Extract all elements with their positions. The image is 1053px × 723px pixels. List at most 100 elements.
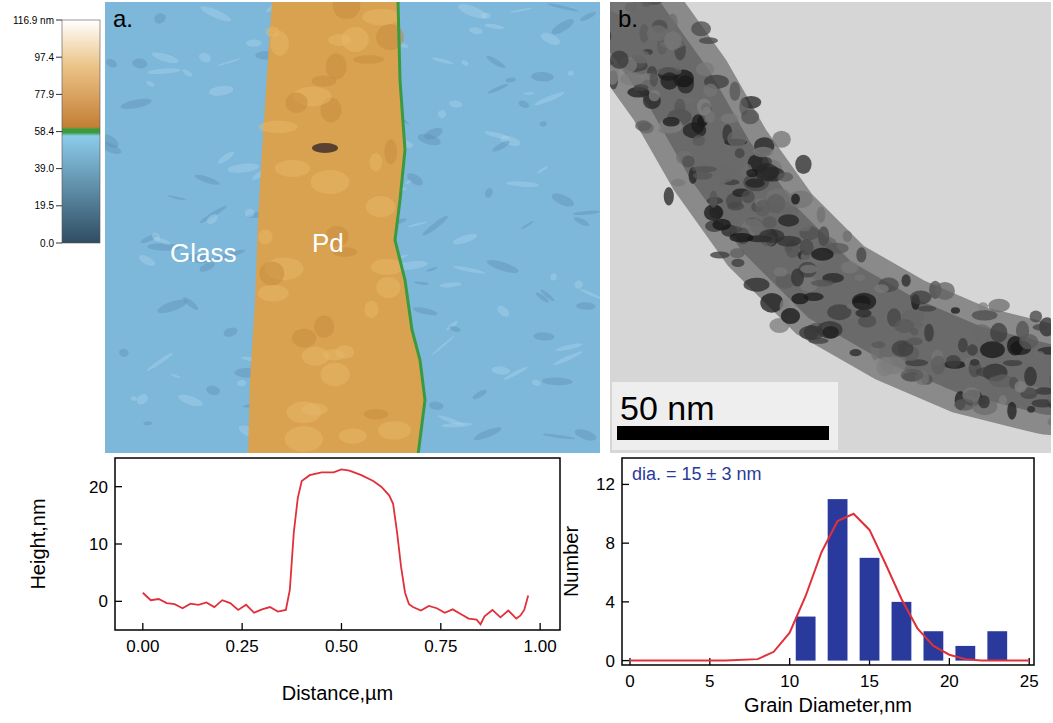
afm-texture	[539, 288, 555, 302]
tem-grain	[871, 341, 885, 348]
colorbar-label: 19.5	[35, 200, 55, 211]
afm-texture	[542, 433, 575, 440]
plot-frame	[115, 458, 560, 630]
afm-texture	[146, 351, 174, 372]
colorbar-label: 39.0	[35, 163, 55, 174]
afm-texture	[542, 377, 573, 386]
y-axis-title: Number	[560, 526, 582, 597]
afm-texture	[437, 109, 448, 120]
tem-band	[630, 20, 1050, 380]
hist-bar	[796, 617, 816, 661]
afm-pd-texture	[328, 34, 351, 46]
afm-texture	[486, 257, 520, 275]
tem-grain	[811, 280, 834, 287]
tem-grain	[772, 131, 791, 148]
afm-texture	[484, 187, 495, 199]
tem-grain	[610, 2, 615, 12]
afm-texture	[244, 207, 256, 218]
afm-pd-texture	[339, 428, 367, 443]
afm-texture	[452, 232, 479, 247]
tem-grain	[727, 130, 746, 147]
afm-texture	[118, 348, 129, 358]
tem-grain	[978, 302, 988, 310]
tem-grain	[620, 73, 645, 86]
afm-texture	[448, 100, 463, 109]
tem-grain	[692, 166, 717, 172]
tem-grain	[641, 2, 651, 7]
tem-grain	[1007, 402, 1016, 420]
tem-grain	[942, 381, 960, 389]
tem-grain	[1049, 371, 1051, 388]
tem-grain	[633, 50, 650, 63]
tem-grain	[1030, 310, 1043, 322]
tem-grain	[664, 187, 674, 206]
tem-grain	[696, 62, 715, 76]
afm-texture	[227, 162, 260, 174]
afm-texture	[533, 90, 565, 107]
afm-texture	[573, 215, 591, 227]
afm-pd-texture	[258, 285, 289, 302]
tem-grain	[800, 265, 818, 274]
afm-texture	[181, 68, 193, 78]
tem-grain	[703, 84, 717, 98]
x-tick	[789, 658, 790, 665]
afm-texture	[469, 26, 483, 35]
afm-texture	[246, 39, 262, 46]
panel-letter: b.	[618, 5, 638, 32]
tem-grain	[674, 98, 685, 115]
hist-bar	[860, 558, 880, 661]
afm-texture	[487, 83, 509, 95]
x-tick-label: 20	[940, 672, 959, 691]
label-pd: Pd	[312, 228, 344, 258]
tem-grain	[874, 284, 889, 293]
afm-texture	[105, 57, 118, 69]
tem-grain	[823, 326, 839, 339]
afm-texture	[156, 297, 189, 316]
x-tick-label: 15	[860, 672, 879, 691]
afm-texture	[413, 306, 439, 317]
afm-texture	[520, 220, 534, 230]
profile-line	[143, 469, 528, 624]
afm-texture	[130, 396, 137, 402]
colorbar	[62, 20, 100, 243]
afm-pd-texture	[371, 259, 403, 275]
tem-grain	[712, 219, 731, 231]
tem-grain	[664, 31, 682, 50]
x-tick-label: 1.00	[524, 637, 557, 656]
colorbar-tick	[56, 205, 62, 206]
afm-texture	[216, 150, 235, 166]
tem-grain	[1014, 381, 1026, 393]
tem-grain	[880, 356, 905, 374]
tem-grain	[910, 328, 918, 335]
x-tick	[440, 623, 441, 630]
afm-pd-texture	[286, 93, 308, 113]
afm-texture	[510, 7, 533, 14]
y-tick	[115, 601, 122, 602]
y-tick-label: 8	[606, 534, 615, 553]
tem-grain	[693, 135, 706, 146]
tem-grain	[663, 117, 680, 127]
afm-texture	[461, 59, 470, 67]
tem-grain	[1033, 324, 1047, 331]
afm-texture	[405, 179, 412, 184]
afm-texture	[423, 125, 445, 142]
afm-texture	[405, 171, 425, 188]
afm-texture	[546, 2, 579, 12]
x-tick	[539, 623, 540, 630]
tem-grain	[727, 202, 744, 211]
y-tick-label: 0	[606, 652, 615, 671]
afm-pd-texture	[311, 170, 350, 194]
plot-area	[143, 469, 528, 624]
afm-texture	[205, 384, 221, 396]
label-glass: Glass	[170, 238, 236, 268]
tem-grain	[795, 155, 811, 174]
afm-texture	[491, 139, 511, 154]
annotation: dia. = 15 ± 3 nm	[632, 464, 761, 484]
tem-grain	[1027, 406, 1035, 413]
afm-pd-texture	[369, 153, 382, 171]
scale-bar-ground	[612, 382, 838, 450]
afm-pd-texture	[275, 160, 310, 177]
y-tick	[115, 543, 122, 544]
tem-grain	[709, 190, 717, 207]
tem-grain	[650, 71, 658, 87]
